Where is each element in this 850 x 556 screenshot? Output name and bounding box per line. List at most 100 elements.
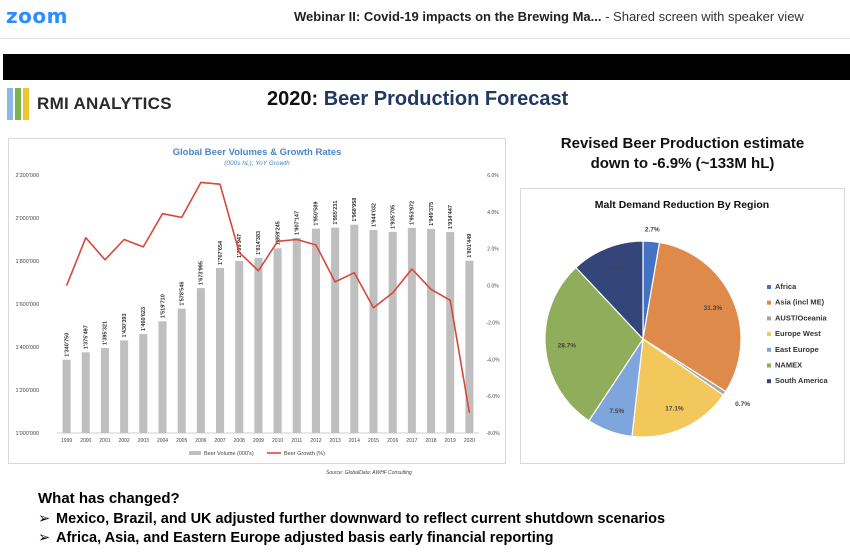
malt-demand-pie-chart: Malt Demand Reduction By Region 2.7% 31.3%… — [520, 188, 845, 464]
legend-swatch — [767, 332, 771, 337]
y2-axis-tick-label: 0.0% — [487, 284, 499, 290]
legend-label: Africa — [775, 282, 797, 291]
x-axis-tick-label: 2002 — [119, 438, 130, 444]
bar — [369, 230, 378, 433]
bar-data-label: 1'395'321 — [103, 321, 109, 345]
bar — [427, 228, 436, 433]
chart-subtitle: (000s hL); YoY Growth — [224, 160, 290, 167]
bar — [311, 228, 320, 433]
bar-data-label: 1'859'245 — [275, 221, 281, 245]
x-axis-tick-label: 2001 — [99, 438, 110, 444]
bar-data-label: 1'955'231 — [333, 201, 339, 225]
legend-swatch — [767, 285, 771, 289]
pie-slice-label: 2.7% — [645, 226, 660, 233]
bar-data-label: 1'767'654 — [218, 240, 224, 265]
y-axis-tick-label: 1'000'000 — [15, 431, 39, 437]
legend-label: South America — [775, 376, 828, 385]
y2-axis-tick-label: 2.0% — [487, 247, 499, 253]
legend-label-volume: Beer Volume (000's) — [204, 451, 254, 457]
legend-label-growth: Beer Growth (%) — [284, 451, 325, 457]
bar-data-label: 1'935'705 — [390, 205, 396, 229]
bar — [388, 231, 397, 433]
x-axis-tick-label: 2016 — [387, 438, 398, 444]
source-note: Source: GlobalData; AWHF Consulting — [326, 470, 412, 476]
x-axis-tick-label: 2000 — [80, 438, 91, 444]
y2-axis-tick-label: -4.0% — [486, 357, 500, 363]
arrow-bullet-icon: ➢ — [38, 511, 51, 527]
rmi-analytics-logo: RMI ANALYTICS — [7, 86, 177, 122]
pie-slice — [575, 240, 644, 341]
bar-data-label: 1'460'623 — [141, 307, 147, 331]
bar — [254, 257, 263, 433]
pie-chart-title: Malt Demand Reduction By Region — [595, 199, 769, 211]
x-axis-tick-label: 2012 — [310, 438, 321, 444]
bar-data-label: 1'673'995 — [199, 261, 205, 285]
legend-swatch — [767, 300, 771, 305]
bar-data-label: 1'814'383 — [256, 231, 262, 255]
bar — [196, 288, 205, 433]
y-axis-tick-label: 1'400'000 — [15, 345, 39, 351]
bar-data-label: 1'934'447 — [448, 205, 454, 229]
bar — [331, 227, 340, 433]
what-changed-heading: What has changed? — [38, 490, 180, 507]
y2-axis-tick-label: -6.0% — [486, 394, 500, 400]
legend-label: AUST/Oceania — [775, 313, 828, 322]
legend-label: East Europe — [775, 345, 819, 354]
bar-data-label: 1'799'947 — [237, 234, 243, 258]
pie-slice-label: 28.7% — [558, 343, 577, 350]
y-axis-tick-label: 1'600'000 — [15, 302, 39, 308]
bar — [139, 333, 148, 433]
bullet-text: Mexico, Brazil, and UK adjusted further … — [56, 511, 666, 527]
legend-swatch — [767, 379, 771, 384]
bar — [273, 248, 282, 433]
bar — [158, 321, 167, 433]
y-axis-tick-label: 1'200'000 — [15, 388, 39, 394]
rmi-logo-icon — [7, 88, 29, 120]
x-axis-tick-label: 2014 — [349, 438, 360, 444]
bar — [350, 224, 359, 433]
y2-axis-tick-label: -8.0% — [486, 431, 500, 437]
bar-data-label: 1'801'449 — [467, 234, 473, 258]
legend-label: NAMEX — [775, 361, 802, 370]
bullet-item: ➢ Mexico, Brazil, and UK adjusted further… — [38, 511, 665, 527]
bar — [407, 227, 416, 433]
pie-slice — [544, 266, 644, 422]
growth-line — [65, 181, 471, 413]
bar — [100, 348, 109, 433]
y-axis-tick-label: 2'200'000 — [15, 173, 39, 179]
slide-title-year: 2020: — [267, 88, 324, 110]
x-axis-tick-label: 2018 — [425, 438, 436, 444]
bar — [177, 308, 186, 433]
x-axis-tick-label: 2020 — [464, 438, 475, 444]
slide-title-text: Beer Production Forecast — [323, 88, 569, 110]
revised-estimate-line2: down to -6.9% (~133M hL) — [590, 155, 775, 172]
x-axis-tick-label: 1999 — [61, 438, 72, 444]
rmi-brand-text: RMI ANALYTICS — [37, 94, 172, 113]
bar-data-label: 1'375'497 — [84, 325, 90, 349]
malt-demand-pie-svg: Malt Demand Reduction By Region 2.7% 31.3%… — [544, 199, 828, 438]
bar — [120, 340, 129, 433]
bar — [235, 261, 244, 433]
x-axis-tick-label: 2019 — [445, 438, 456, 444]
volume-growth-chart: Global Beer Volumes & Growth Rates (000s … — [8, 138, 506, 464]
y-axis-tick-label: 2'000'000 — [15, 216, 39, 222]
arrow-bullet-icon: ➢ — [38, 530, 51, 546]
bar-data-label: 1'340'750 — [64, 333, 70, 357]
bar — [465, 260, 474, 433]
y2-axis-tick-label: 4.0% — [487, 210, 499, 216]
zoom-logo: zoom — [6, 4, 68, 28]
x-axis-tick-label: 2006 — [195, 438, 206, 444]
bar — [292, 237, 301, 433]
revised-estimate: Revised Beer Production estimate down to… — [540, 134, 825, 174]
x-axis-tick-label: 2003 — [138, 438, 149, 444]
bar-data-label: 1'578'546 — [179, 282, 185, 306]
zoom-title-bar: zoom Webinar II: Covid-19 impacts on the… — [0, 0, 850, 39]
window-title: Webinar II: Covid-19 impacts on the Brew… — [294, 9, 804, 24]
y2-axis-tick-label: 6.0% — [487, 173, 499, 179]
bar-data-label: 1'430'393 — [122, 313, 128, 337]
bar-data-label: 1'953'972 — [410, 201, 416, 225]
bar-data-label: 1'944'032 — [371, 203, 377, 227]
legend-label: Asia (incl ME) — [775, 298, 825, 307]
legend-swatch — [767, 316, 771, 321]
bar — [216, 267, 225, 433]
